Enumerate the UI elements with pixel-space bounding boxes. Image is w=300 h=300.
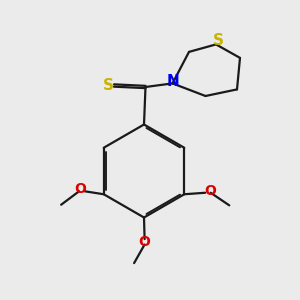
- Text: O: O: [139, 235, 151, 249]
- Text: O: O: [204, 184, 216, 198]
- Text: S: S: [213, 33, 224, 48]
- Text: O: O: [74, 182, 86, 197]
- Text: S: S: [103, 78, 114, 93]
- Text: N: N: [166, 74, 179, 88]
